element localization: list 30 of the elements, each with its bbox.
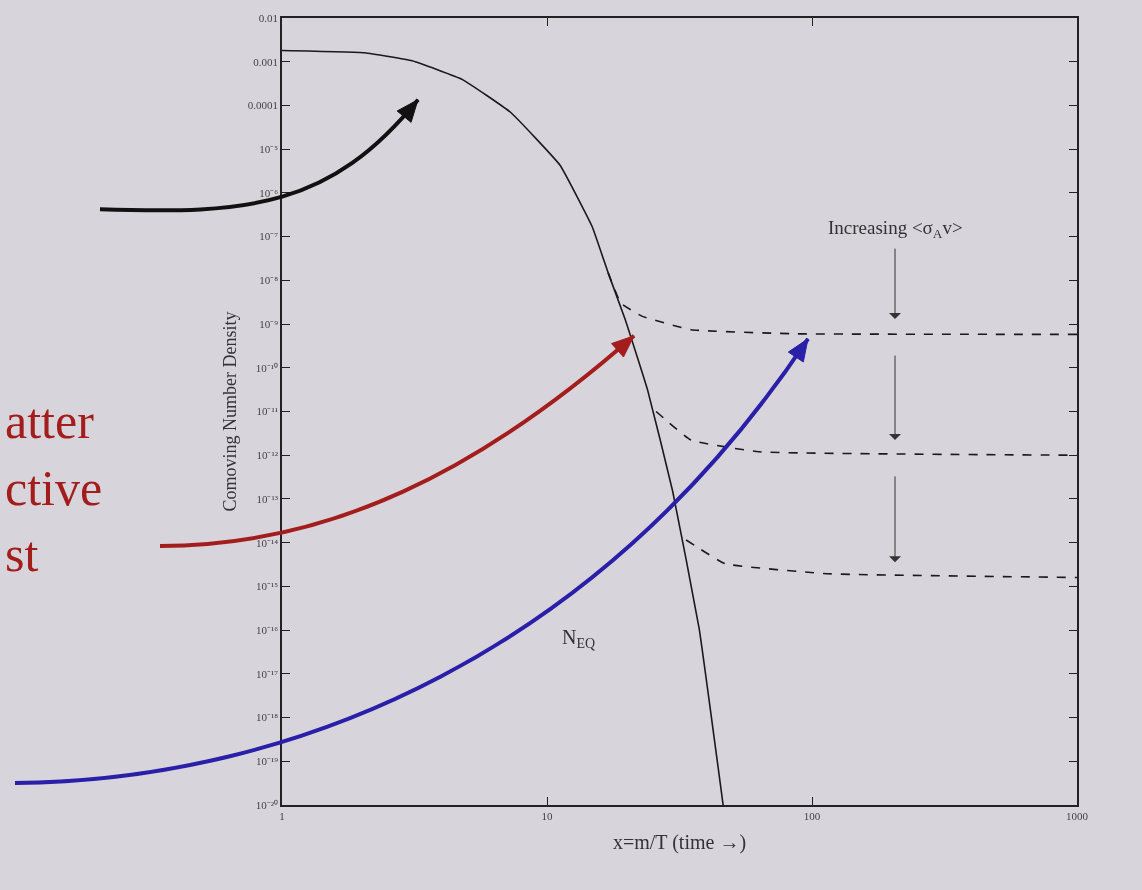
y-tick-label: 10⁻¹⁸ <box>255 711 279 724</box>
text: ctive <box>5 460 103 516</box>
y-axis-title: Comoving Number Density <box>220 311 241 512</box>
y-tick-label: 10⁻⁵ <box>259 143 279 156</box>
y-tick-label: 0.0001 <box>247 99 279 112</box>
x-tick-label: 10 <box>541 809 553 822</box>
y-tick-label: 10⁻⁷ <box>259 230 279 243</box>
y-tick-label: 10⁻¹⁶ <box>255 623 279 636</box>
y-tick-label: 10⁻¹⁷ <box>255 667 279 680</box>
x-tick-label: 1000 <box>1066 809 1089 822</box>
y-tick-label: 10⁻¹⁵ <box>255 580 279 593</box>
y-tick-label: 10⁻⁶ <box>259 186 279 199</box>
y-tick-label: 10⁻¹² <box>256 449 279 462</box>
x-axis-title: x=m/T (time →) <box>612 830 747 854</box>
x-tick-label: 100 <box>803 809 821 822</box>
text: atter <box>5 393 95 449</box>
y-tick-label: 10⁻⁹ <box>259 317 279 330</box>
y-tick-label: 0.01 <box>258 11 279 24</box>
annotation: Increasing <σ$_{A}$v> <box>828 217 963 241</box>
y-tick-label: 10⁻⁸ <box>259 274 279 287</box>
y-tick-label: 10⁻¹⁹ <box>255 755 279 768</box>
annotation: N$_{EQ}$ <box>562 626 596 652</box>
y-tick-label: 10⁻¹⁰ <box>255 361 279 374</box>
y-tick-label: 10⁻¹⁴ <box>255 536 279 549</box>
x-tick-label: 1 <box>279 809 285 822</box>
y-tick-label: 10⁻²⁰ <box>255 798 279 811</box>
y-tick-label: 10⁻¹¹ <box>256 405 279 418</box>
text: st <box>5 526 39 582</box>
y-tick-label: 10⁻¹³ <box>256 492 279 505</box>
y-tick-label: 0.001 <box>253 55 279 68</box>
